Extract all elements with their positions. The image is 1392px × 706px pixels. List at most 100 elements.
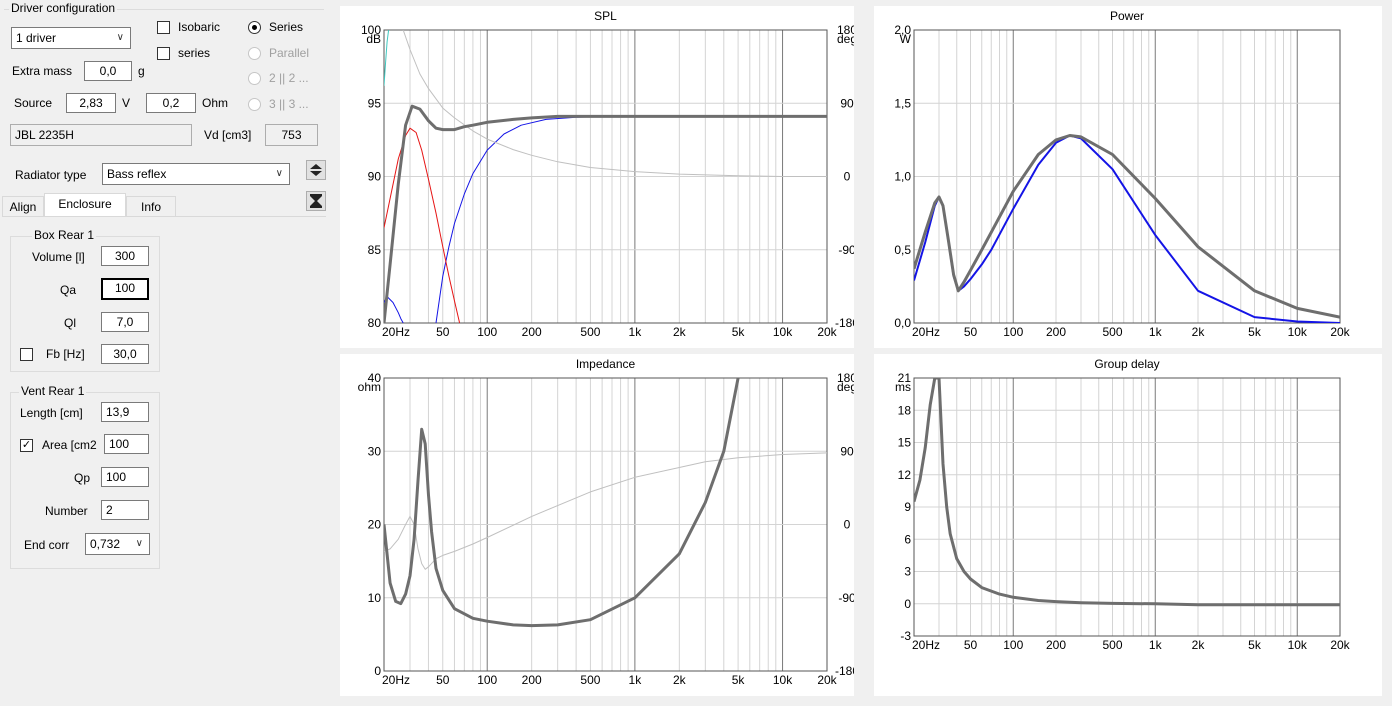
radiator-type-select[interactable]: Bass reflex ∨ [102,163,290,185]
spl-y2-tick-label: -180 [835,316,854,330]
tab-info[interactable]: Info [126,196,176,218]
tab-enclosure[interactable]: Enclosure [44,193,126,217]
impedance-series-line [384,378,740,628]
radio-3x3[interactable] [248,98,261,111]
radio-parallel[interactable] [248,47,261,60]
fb-input[interactable]: 30,0 [101,344,149,364]
vent-rear-title: Vent Rear 1 [19,384,87,398]
vd-field: 753 [265,124,318,146]
impedance-y2-tick-label: -90 [838,591,854,605]
radio-selected-dot [252,25,257,30]
spl-x-tick-label: 1k [629,325,643,339]
vd-label: Vd [cm3] [204,128,252,142]
impedance-y-tick-label: 30 [368,444,382,458]
spl-y-unit-label: dB [366,32,381,46]
source-voltage-input[interactable]: 2,83 [66,93,116,113]
spl-x-tick-label: 20k [817,325,837,339]
length-input[interactable]: 13,9 [101,402,149,422]
ql-input[interactable]: 7,0 [101,312,149,332]
impedance-x-tick-label: 2k [673,673,687,687]
power-x-tick-label: 20k [1330,325,1350,339]
extra-mass-unit: g [138,64,145,78]
fb-checkbox[interactable] [20,348,33,361]
up-down-arrows-icon [310,164,322,176]
group-delay-x-tick-label: 10k [1288,638,1308,652]
power-y-tick-label: 0,0 [894,316,911,330]
enclosure-tab-page [2,216,326,706]
power-x-tick-label: 100 [1003,325,1023,339]
group-delay-x-tick-label: 20k [1330,638,1350,652]
radiator-type-value: Bass reflex [107,167,167,181]
move-down-button[interactable] [306,191,326,211]
power-y-tick-label: 2,0 [894,23,911,37]
source-label: Source [14,96,53,110]
group-delay-y-tick-label: 12 [898,468,912,482]
group-delay-title: Group delay [1094,357,1159,371]
power-series-line [914,134,1340,323]
spl-y-tick-label: 80 [368,316,382,330]
group-delay-series-line [914,378,1340,607]
impedance-y2-tick-label: 90 [840,444,854,458]
impedance-x-tick-label: 50 [436,673,450,687]
radio-series-label: Series [269,20,304,34]
chevron-down-icon: ∨ [135,538,143,549]
tab-align[interactable]: Align [2,196,44,218]
chevron-down-icon: ∨ [275,168,283,179]
spl-series-line [384,30,390,86]
source-resistance-input[interactable]: 0,2 [146,93,196,113]
extra-mass-label: Extra mass [12,64,73,78]
end-corr-label: End corr [24,538,70,552]
spl-x-tick-label: 50 [436,325,450,339]
impedance-y-tick-label: 20 [368,518,382,532]
isobaric-checkbox[interactable] [157,21,170,34]
qa-input[interactable]: 100 [101,278,149,300]
power-y-tick-label: 0,5 [894,243,911,257]
group-delay-y-tick-label: 15 [898,436,912,450]
impedance-y-tick-label: 40 [368,371,382,385]
spl-y-tick-label: 100 [361,23,381,37]
series-checkbox[interactable] [157,47,170,60]
spl-x-tick-label: 20Hz [382,325,410,339]
radio-2x2[interactable] [248,72,261,85]
impedance-y2-tick-label: 0 [844,518,851,532]
end-corr-select[interactable]: 0,732 ∨ [85,533,150,555]
volume-label: Volume [l] [32,250,85,264]
power-x-tick-label: 500 [1102,325,1122,339]
group-delay-x-tick-label: 2k [1192,638,1206,652]
extra-mass-input[interactable]: 0,0 [84,61,132,81]
group-delay-x-tick-label: 1k [1149,638,1163,652]
ql-label: Ql [64,316,76,330]
resistance-unit: Ohm [202,96,229,110]
impedance-x-tick-label: 1k [629,673,643,687]
spl-series-line [384,104,827,323]
impedance-y-tick-label: 10 [368,591,382,605]
power-x-tick-label: 2k [1192,325,1206,339]
spl-y-tick-label: 95 [368,96,382,110]
area-checkbox[interactable]: ✓ [20,439,33,452]
spl-title: SPL [594,9,617,23]
volume-input[interactable]: 300 [101,246,149,266]
length-label: Length [cm] [20,406,83,420]
isobaric-label: Isobaric [178,20,221,34]
qp-input[interactable]: 100 [101,467,149,487]
spl-x-tick-label: 500 [580,325,600,339]
area-label: Area [cm2 [42,438,97,452]
number-input[interactable]: 2 [101,500,149,520]
area-input[interactable]: 100 [104,434,149,454]
spl-y2-tick-label: 180 [837,23,854,37]
driver-count-value: 1 driver [16,31,57,45]
hourglass-icon [310,194,322,208]
group-delay-plot-frame [913,377,1341,637]
impedance-y-tick-label: 0 [374,664,381,678]
group-delay-x-tick-label: 20Hz [912,638,940,652]
end-corr-value: 0,732 [90,537,121,551]
spl-x-tick-label: 200 [522,325,542,339]
driver-count-select[interactable]: 1 driver ∨ [11,27,131,49]
power-plot-frame [913,29,1341,324]
radio-series[interactable] [248,21,261,34]
voltage-unit: V [122,96,131,110]
spl-x-tick-label: 100 [477,325,497,339]
power-x-tick-label: 50 [964,325,978,339]
move-up-button[interactable] [306,160,326,180]
